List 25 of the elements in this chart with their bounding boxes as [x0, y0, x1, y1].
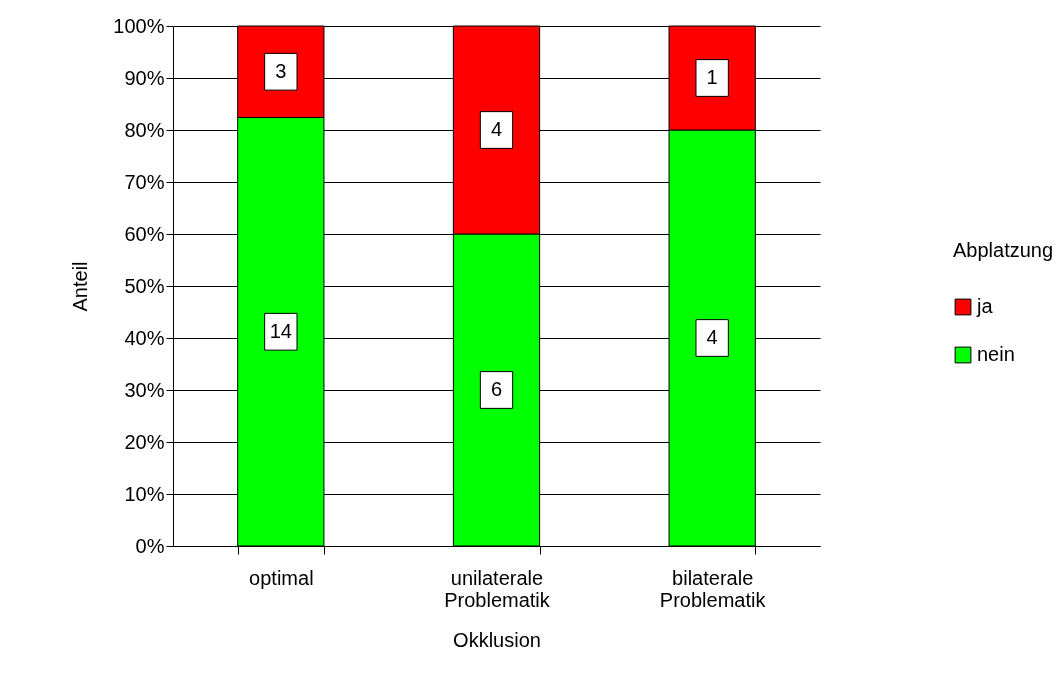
legend-title: Abplatzung — [953, 239, 1054, 261]
y-tick-label: 40% — [124, 326, 165, 349]
x-tick-label: bilaterale Problematik — [659, 566, 767, 611]
legend-label: ja — [976, 295, 994, 317]
y-tick-label: 90% — [124, 66, 165, 89]
y-tick-label: 70% — [124, 170, 165, 193]
x-tick-label: optimal — [249, 566, 314, 589]
y-tick-label: 20% — [124, 430, 165, 453]
y-tick-label: 80% — [124, 118, 165, 141]
y-axis-title: Anteil — [69, 261, 92, 312]
y-tick-label: 10% — [124, 482, 165, 505]
annotation: 6 — [490, 378, 503, 400]
y-tick-label: 100% — [113, 14, 165, 37]
y-tick-label: 0% — [135, 534, 165, 557]
y-tick-label: 30% — [124, 378, 165, 401]
y-tick-label: 60% — [124, 222, 165, 245]
legend-label: nein — [977, 343, 1015, 365]
annotation: 14 — [269, 319, 292, 342]
annotation: 3 — [275, 59, 287, 82]
x-tick-label: unilaterale Problematik — [444, 566, 551, 611]
annotation: 4 — [490, 118, 503, 140]
y-tick-label: 50% — [124, 274, 165, 297]
x-axis-title: Okklusion — [453, 628, 541, 651]
annotation: 1 — [706, 66, 718, 88]
annotation: 4 — [706, 326, 718, 348]
